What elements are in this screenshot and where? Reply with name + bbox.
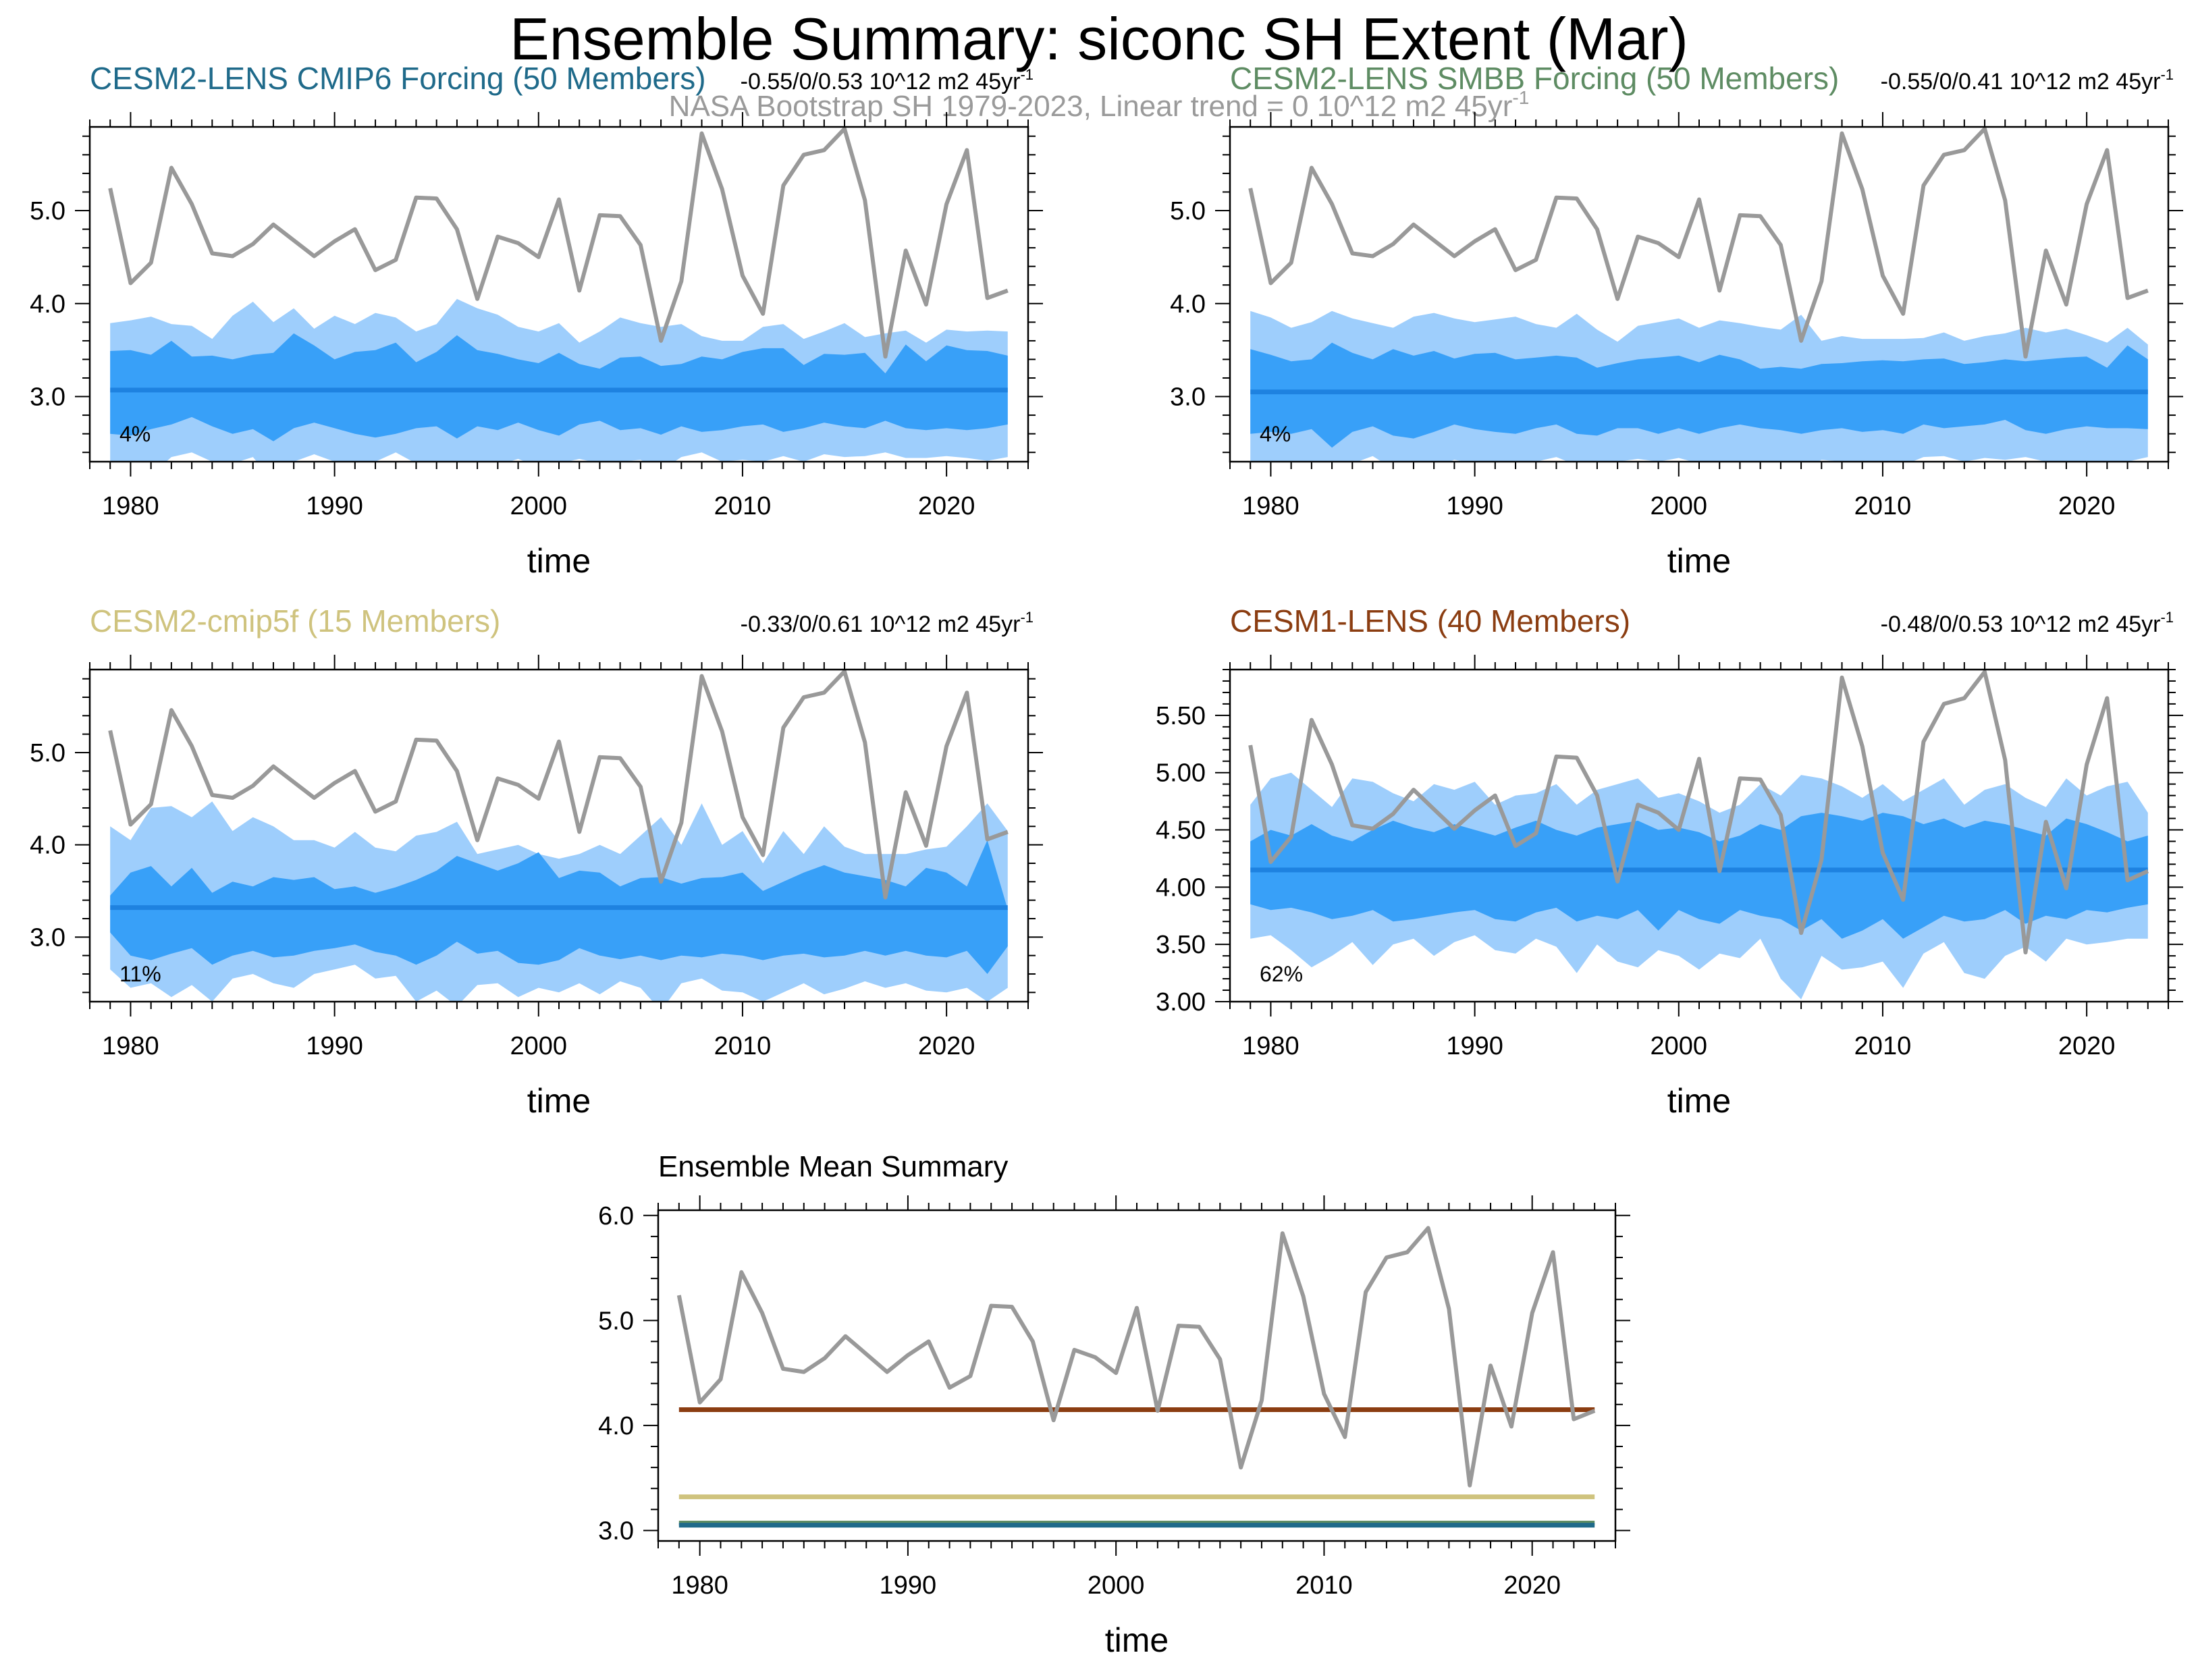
ensemble-inner-band [1250,813,2148,939]
percent-label: 11% [119,962,161,986]
y-tick-label: 5.0 [30,739,65,767]
y-tick-label: 3.0 [30,923,65,952]
y-tick-label: 4.0 [30,832,65,860]
panel-trend-value: -0.33/0/0.61 10^12 m2 45yr [741,612,1021,637]
panel-trend-text: -0.33/0/0.61 10^12 m2 45yr-1 [741,609,1034,637]
x-tick-label: 2020 [918,1032,975,1060]
panel-trend-text: -0.48/0/0.53 10^12 m2 45yr-1 [1881,609,2174,637]
x-tick-label: 2010 [1854,492,1912,520]
panels: 1980 1990 2000 2010 2020 3.0 4.0 5.0 time CESM2-L… [30,61,2183,1659]
x-tick-label: 1990 [880,1571,937,1600]
panel-cesm1-lens: 1980 1990 2000 2010 2020 3.00 3.50 4.00 4.50 5.00… [1156,603,2183,1120]
panel-trend-sup: -1 [1020,66,1034,83]
plot-area [1248,127,2149,462]
x-axis-title: time [527,1082,591,1120]
x-tick-label: 1990 [306,492,363,520]
panel-trend-text: -0.55/0/0.53 10^12 m2 45yr-1 [741,66,1034,94]
y-tick-label: 3.0 [30,383,65,412]
x-tick-label: 2020 [2058,492,2116,520]
x-tick-label: 2020 [918,492,975,520]
figure-title: Ensemble Summary: siconc SH Extent (Mar) [510,5,1688,72]
x-tick-label: 1980 [671,1571,728,1600]
ensemble-inner-band [1250,342,2148,448]
plot-area [108,127,1009,462]
x-tick-label: 2010 [1854,1032,1912,1060]
x-axis-title: time [1105,1621,1169,1659]
x-tick-label: 2010 [1295,1571,1353,1600]
y-tick-label: 4.0 [598,1412,634,1440]
panel-cesm2-lens-cmip6: 1980 1990 2000 2010 2020 3.0 4.0 5.0 time CESM2-L… [30,61,1043,580]
panel-trend-sup: -1 [2160,66,2174,83]
panel-cesm2-cmip5f: 1980 1990 2000 2010 2020 3.0 4.0 5.0 time CESM2-c… [30,603,1043,1120]
x-tick-label: 1980 [102,1032,159,1060]
y-tick-label: 3.00 [1156,988,1206,1017]
plot-area [108,670,1009,1002]
x-axis-title: time [527,542,591,580]
x-tick-label: 2000 [510,492,568,520]
observation-line [108,127,1009,359]
y-tick-label: 4.0 [1170,290,1206,319]
y-tick-label: 5.0 [30,197,65,225]
x-tick-label: 2010 [714,1032,772,1060]
y-tick-label: 5.0 [1170,197,1206,225]
panel-trend-text: -0.55/0/0.41 10^12 m2 45yr-1 [1881,66,2174,94]
y-tick-label: 4.50 [1156,817,1206,845]
panel-title: CESM2-LENS SMBB Forcing (50 Members) [1230,61,1839,96]
observation-line [108,670,1009,900]
plot-area [1248,670,2149,1000]
panel-title: Ensemble Mean Summary [658,1150,1008,1183]
panel-title: CESM1-LENS (40 Members) [1230,603,1630,639]
x-tick-label: 2000 [1651,1032,1708,1060]
observations-subtitle-sup: -1 [1512,87,1529,108]
x-tick-label: 2020 [1503,1571,1561,1600]
x-tick-label: 2000 [510,1032,568,1060]
y-tick-label: 6.0 [598,1202,634,1230]
y-tick-label: 3.50 [1156,931,1206,959]
panel-trend-sup: -1 [1020,609,1034,626]
y-tick-label: 4.0 [30,290,65,319]
panel-ensemble-mean-summary: 1980 1990 2000 2010 2020 3.0 4.0 5.0 6.0 time Ense… [598,1150,1630,1659]
x-tick-label: 1990 [306,1032,363,1060]
x-tick-label: 1990 [1446,1032,1503,1060]
y-tick-label: 3.0 [598,1517,634,1545]
y-tick-label: 5.0 [598,1307,634,1335]
ensemble-inner-band [110,333,1008,441]
percent-label: 4% [1260,422,1291,446]
y-tick-label: 5.50 [1156,702,1206,730]
x-tick-label: 2010 [714,492,772,520]
x-axis-title: time [1667,1082,1731,1120]
observation-line [676,1226,1596,1488]
x-tick-label: 1980 [1242,1032,1299,1060]
x-tick-label: 2020 [2058,1032,2116,1060]
y-tick-label: 3.0 [1170,383,1206,412]
observation-line [1248,127,2149,359]
panel-trend-value: -0.55/0/0.41 10^12 m2 45yr [1881,69,2161,94]
x-axis-title: time [1667,542,1731,580]
x-tick-label: 1990 [1446,492,1503,520]
panel-title: CESM2-LENS CMIP6 Forcing (50 Members) [90,61,706,96]
x-tick-label: 2000 [1088,1571,1145,1600]
y-tick-label: 5.00 [1156,759,1206,788]
panel-title: CESM2-cmip5f (15 Members) [90,603,500,639]
x-tick-label: 1980 [102,492,159,520]
panel-trend-value: -0.48/0/0.53 10^12 m2 45yr [1881,612,2161,637]
x-tick-label: 2000 [1651,492,1708,520]
plot-frame [657,1209,1617,1542]
percent-label: 62% [1260,962,1303,986]
panel-cesm2-lens-smbb: 1980 1990 2000 2010 2020 3.0 4.0 5.0 time CESM2-L… [1170,61,2183,580]
observation-line [1248,670,2149,954]
percent-label: 4% [119,422,151,446]
observations-subtitle-text: NASA Bootstrap SH 1979-2023, Linear tren… [669,90,1513,123]
x-tick-label: 1980 [1242,492,1299,520]
panel-trend-sup: -1 [2160,609,2174,626]
observations-subtitle: NASA Bootstrap SH 1979-2023, Linear tren… [669,87,1530,123]
y-tick-label: 4.00 [1156,873,1206,902]
plot-area [676,1226,1596,1528]
panel-trend-value: -0.55/0/0.53 10^12 m2 45yr [741,69,1021,94]
